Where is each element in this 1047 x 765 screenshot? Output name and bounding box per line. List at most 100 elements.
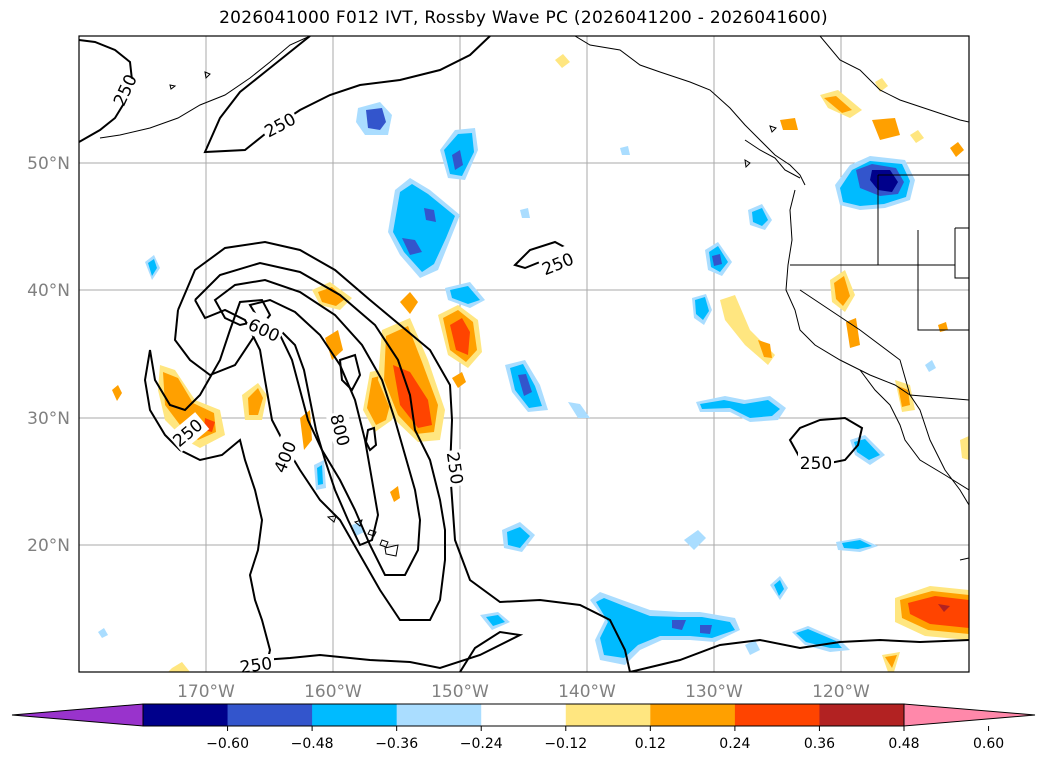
pc-positive-blob [450,318,470,355]
colorbar-segment [227,704,313,726]
pc-positive-blob [112,385,122,401]
pc-negative-blob [596,598,735,658]
colorbar-segment [565,704,651,726]
ivt-contour-400 [194,261,446,621]
lon-label-120w: 120°W [812,682,870,702]
colorbar-tick-label: −0.48 [291,736,334,752]
pc-positive-blob [908,596,969,628]
pc-negative-blob [752,208,768,226]
pc-positive-blob [452,372,466,388]
colorbar-tick-label: 0.12 [635,736,666,752]
colorbar-tick-label: −0.36 [375,736,418,752]
pc-negative-blob [317,465,323,485]
pc-negative-blob [712,254,722,266]
ivt-contour-800-inner [338,353,362,392]
pc-negative-blob [486,615,505,626]
ivt-contour-600 [213,278,422,576]
pc-positive-blob [938,604,950,612]
pc-negative-blob [700,400,780,418]
pc-positive-blob [960,436,969,460]
latitude-labels: 50°N 40°N 30°N 20°N [27,154,70,556]
map-frame [78,35,970,673]
pc-positive-blob [758,340,772,358]
pc-negative-blob [424,208,436,222]
colorbar-segment [396,704,482,726]
pc-negative-blob [745,640,760,655]
colorbar-tick-label: −0.24 [460,736,503,752]
pc-negative-blob [672,620,686,630]
pc-negative-blob [774,580,784,596]
colorbar-segment [650,704,736,726]
pc-positive-blob [872,118,900,140]
pc-negative-blob [518,374,532,396]
ivt-contour-800 [248,298,380,547]
lon-label-140w: 140°W [558,682,616,702]
colorbar-segment [143,704,229,726]
pc-positive-blob [318,287,345,306]
lon-label-130w: 130°W [685,682,743,702]
lat-label-30n: 30°N [27,409,70,429]
colorbar-tick-label: 0.24 [719,736,750,752]
colorbar-extend-high [903,703,1036,727]
coastlines [99,36,969,561]
colorbar-segment [734,704,820,726]
colorbar-segment [481,704,567,726]
pc-negative-blob [98,628,108,638]
pc-positive-blob [393,365,432,428]
pc-positive-blob [325,330,343,360]
pc-positive-blob [780,118,798,130]
pc-negative-blob [695,297,709,320]
colorbar-extend-low [11,703,144,727]
colorbar-tick-label: −0.60 [206,736,249,752]
contour-label: 250 [800,454,832,474]
ivt-contours [79,36,969,672]
pc-negative-blob [700,625,712,634]
pc-positive-blob [390,486,400,502]
pc-negative-blob [452,150,463,170]
colorbar-segment [312,704,398,726]
pc-negative-blob [450,286,480,304]
colorbar-tick-label: 0.36 [804,736,835,752]
map-title: 2026041000 F012 IVT, Rossby Wave PC (202… [219,8,828,28]
pc-negative-blob [854,439,880,460]
colorbar-tick-label: 0.48 [888,736,919,752]
pc-negative-blob [520,208,530,218]
lon-label-150w: 150°W [431,682,489,702]
ivt-contour-250-main [177,240,631,672]
pc-positive-blob [885,655,897,668]
pc-positive-blob [400,292,418,314]
pc-negative-blob [684,530,706,550]
lon-label-160w: 160°W [304,682,362,702]
pc-negative-blob [568,402,590,418]
pc-negative-blob [925,360,936,372]
pc-positive-blob [248,388,263,415]
lat-label-40n: 40°N [27,281,70,301]
lon-label-170w: 170°W [177,682,235,702]
lat-label-20n: 20°N [27,536,70,556]
pc-negative-blob [620,146,630,155]
pc-negative-blob [366,108,386,130]
pc-positive-blob [824,96,852,113]
pc-positive-blob [950,142,964,157]
pc-negative-blob [148,259,157,276]
ivt-contour-250-sw [629,638,969,672]
contour-label: 250 [442,451,466,486]
pc-positive-blob [898,386,910,407]
colorbar-segment [819,704,905,726]
pc-negative-blob [402,238,422,255]
colorbar-frame [142,703,905,727]
lat-label-50n: 50°N [27,154,70,174]
pc-negative-blob [842,540,872,549]
pc-positive-blob [168,662,190,672]
map-panel [79,36,969,672]
colorbar: −0.60 −0.48 −0.36 −0.24 −0.12 0.12 0.24 0.36 0.4… [11,703,1036,752]
contour-label: 250 [239,654,274,678]
longitude-labels: 170°W 160°W 150°W 140°W 130°W 120°W [177,682,870,702]
ivt-contour-250-south [239,630,524,672]
colorbar-tick-label: −0.12 [544,736,587,752]
pc-positive-blob [834,276,850,306]
pc-negative-blob [507,527,530,548]
pc-positive-blob [555,54,570,68]
ivt-contour-800-small [364,426,378,452]
